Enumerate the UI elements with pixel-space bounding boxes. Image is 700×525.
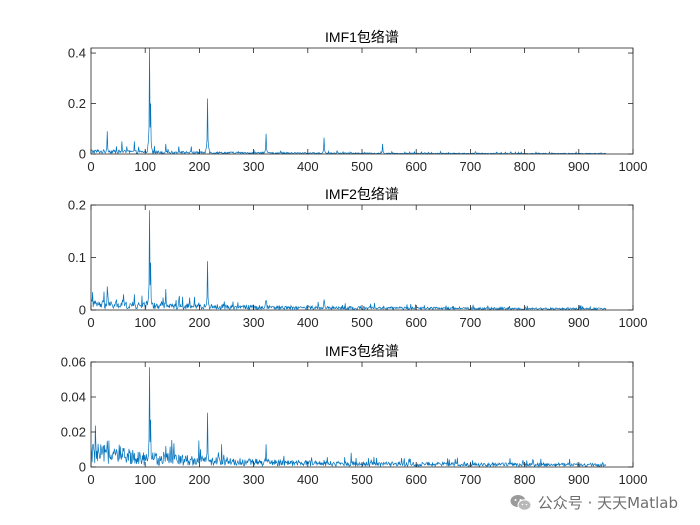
y-tick-label-2-0: 0: [79, 303, 86, 318]
series-line-3: [91, 367, 607, 467]
x-tick-label-1-10: 1000: [619, 159, 648, 174]
x-tick-label-1-5: 500: [351, 159, 373, 174]
x-tick-label-2-4: 400: [297, 315, 319, 330]
x-tick-label-1-2: 200: [189, 159, 211, 174]
x-tick-label-2-9: 900: [568, 315, 590, 330]
subplot-1: 0 100 200 300 400 500 600 700 800 900 1000 0 0.2 0.4 I…: [68, 29, 648, 174]
y-tick-label-2-2: 0.2: [68, 198, 86, 213]
y-tick-label-3-1: 0.02: [61, 425, 86, 440]
x-tick-label-2-1: 100: [134, 315, 156, 330]
x-tick-label-3-7: 700: [460, 472, 482, 487]
x-tick-label-3-3: 300: [243, 472, 265, 487]
y-tick-label-3-0: 0: [79, 460, 86, 475]
x-tick-label-2-2: 200: [189, 315, 211, 330]
x-tick-label-3-0: 0: [87, 472, 94, 487]
x-tick-label-2-7: 700: [460, 315, 482, 330]
y-tick-label-1-2: 0.4: [68, 46, 86, 61]
x-tick-label-1-9: 900: [568, 159, 590, 174]
x-tick-label-1-8: 800: [514, 159, 536, 174]
x-tick-label-1-4: 400: [297, 159, 319, 174]
x-tick-label-1-6: 600: [405, 159, 427, 174]
x-tick-label-2-3: 300: [243, 315, 265, 330]
series-line-2: [91, 210, 607, 310]
x-tick-label-1-1: 100: [134, 159, 156, 174]
y-tick-label-3-2: 0.04: [61, 390, 86, 405]
x-tick-label-1-3: 300: [243, 159, 265, 174]
y-tick-label-1-1: 0.2: [68, 96, 86, 111]
chart-title-1: IMF1包络谱: [325, 29, 399, 45]
x-tick-label-2-6: 600: [405, 315, 427, 330]
watermark-text: 公众号 · 天天Matlab: [537, 494, 678, 512]
axes-box-2: [90, 204, 634, 311]
subplot-2: 0 100 200 300 400 500 600 700 800 900 1000 0 0.1 0.2 I…: [68, 186, 648, 330]
x-tick-label-3-4: 400: [297, 472, 319, 487]
x-tick-label-1-7: 700: [460, 159, 482, 174]
x-tick-label-1-0: 0: [87, 159, 94, 174]
x-tick-label-3-6: 600: [405, 472, 427, 487]
axes-box-1: [90, 47, 634, 155]
x-tick-label-2-5: 500: [351, 315, 373, 330]
watermark: 公众号 · 天天Matlab: [510, 492, 678, 513]
x-tick-label-2-0: 0: [87, 315, 94, 330]
x-tick-label-2-10: 1000: [619, 315, 648, 330]
x-tick-label-3-2: 200: [189, 472, 211, 487]
wechat-icon: [510, 494, 532, 511]
chart-title-2: IMF2包络谱: [325, 186, 399, 202]
y-tick-label-3-3: 0.06: [61, 355, 86, 370]
series-line-1: [91, 48, 607, 154]
x-tick-label-3-9: 900: [568, 472, 590, 487]
x-tick-label-3-8: 800: [514, 472, 536, 487]
x-tick-label-3-1: 100: [134, 472, 156, 487]
y-tick-label-1-0: 0: [79, 147, 86, 162]
x-tick-label-2-8: 800: [514, 315, 536, 330]
chart-title-3: IMF3包络谱: [325, 343, 399, 359]
x-tick-label-3-5: 500: [351, 472, 373, 487]
subplot-3: 0 100 200 300 400 500 600 700 800 900 1000 0 0.02 0.0…: [61, 343, 648, 487]
y-tick-label-2-1: 0.1: [68, 250, 86, 265]
x-tick-label-3-10: 1000: [619, 472, 648, 487]
